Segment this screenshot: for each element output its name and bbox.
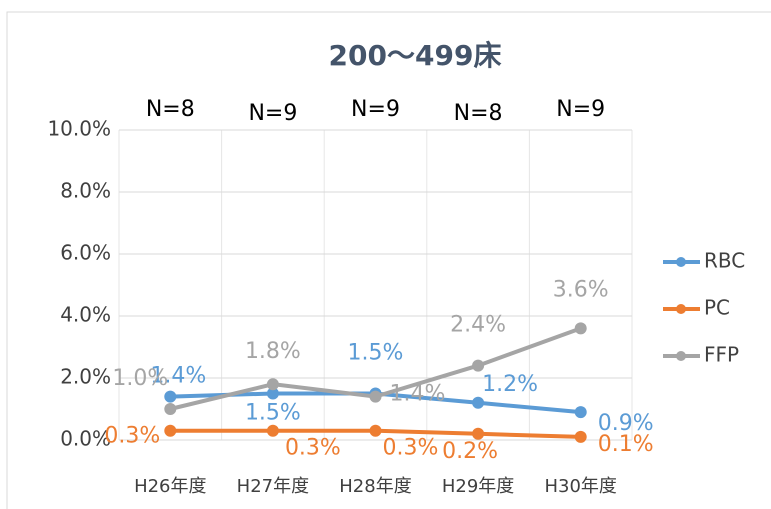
legend-label: RBC (704, 249, 745, 273)
data-point (266, 378, 279, 391)
y-tick-label: 8.0% (60, 179, 111, 203)
data-label: 0.2% (442, 439, 498, 464)
y-tick-label: 6.0% (60, 241, 111, 265)
data-point (266, 424, 279, 437)
data-point (266, 387, 279, 400)
legend-marker (676, 304, 686, 314)
y-tick-label: 2.0% (60, 365, 111, 389)
data-label: 0.3% (104, 424, 160, 449)
data-label: 0.3% (285, 436, 341, 461)
legend-marker (676, 257, 686, 267)
annotation: N=9 (556, 97, 605, 122)
annotation: N=9 (351, 97, 400, 122)
legend-label: PC (704, 296, 730, 320)
chart-title: 200～499床 (329, 39, 502, 72)
data-point (472, 396, 485, 409)
chart-frame (6, 11, 771, 509)
y-tick-label: 4.0% (60, 303, 111, 327)
x-tick-label: H28年度 (339, 476, 411, 497)
data-point (164, 403, 177, 415)
data-point (472, 359, 485, 372)
annotation: N=9 (248, 101, 297, 126)
data-label: 0.1% (598, 432, 654, 457)
data-point (574, 430, 587, 443)
y-tick-label: 0.0% (60, 427, 111, 451)
data-point (369, 390, 382, 403)
data-label: 1.2% (482, 372, 538, 397)
data-label: 1.5% (348, 341, 404, 366)
legend-marker (676, 351, 686, 361)
data-point (574, 406, 587, 419)
data-label: 0.9% (598, 411, 654, 436)
data-point (164, 390, 177, 403)
data-label: 1.4% (390, 382, 446, 407)
annotation: N=8 (454, 101, 503, 126)
data-point (472, 427, 485, 440)
data-point (369, 424, 382, 437)
data-point (574, 322, 587, 335)
data-label: 1.0% (112, 366, 168, 391)
legend-label: FFP (704, 343, 739, 367)
data-label: 1.8% (245, 339, 301, 364)
data-label: 2.4% (450, 313, 506, 338)
x-tick-label: H30年度 (544, 476, 616, 497)
data-label: 1.4% (150, 364, 206, 389)
data-label: 0.3% (383, 436, 439, 461)
x-tick-label: H29年度 (442, 476, 514, 497)
data-label: 1.5% (245, 401, 301, 426)
x-tick-label: H26年度 (134, 476, 206, 497)
x-tick-label: H27年度 (237, 476, 309, 497)
data-point (164, 424, 177, 437)
annotation: N=8 (146, 97, 195, 122)
data-label: 3.6% (553, 277, 609, 302)
y-tick-label: 10.0% (47, 117, 111, 141)
